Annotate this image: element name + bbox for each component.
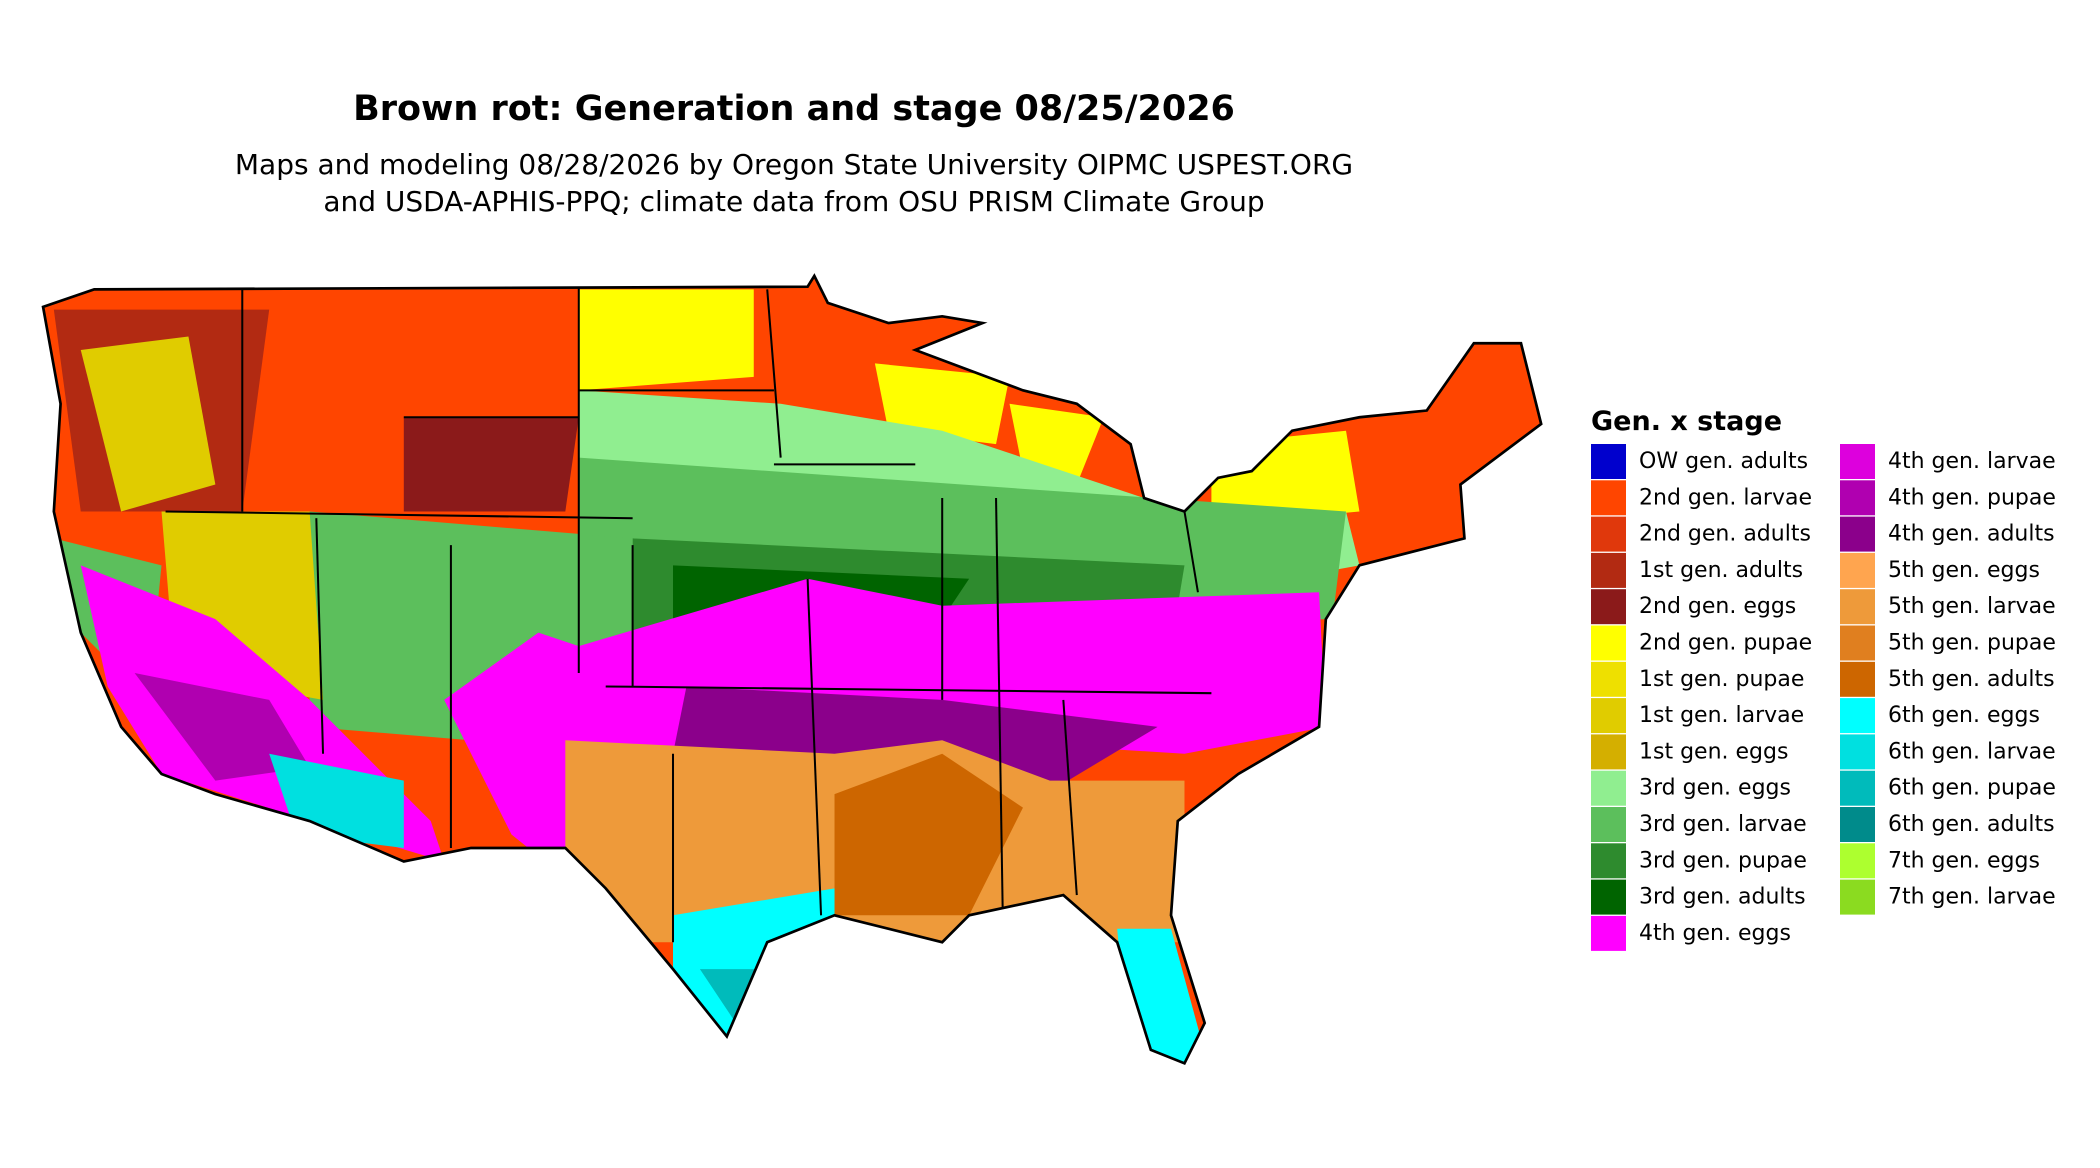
legend-swatch xyxy=(1840,807,1875,842)
legend-swatch xyxy=(1840,589,1875,625)
state-border xyxy=(605,685,1212,695)
legend-swatch xyxy=(1840,625,1875,661)
map-region xyxy=(578,289,754,391)
legend-swatch xyxy=(1591,770,1626,806)
state-border xyxy=(1183,511,1199,593)
legend-label: 2nd gen. larvae xyxy=(1639,485,1812,510)
legend-swatch xyxy=(1840,698,1875,734)
legend-label: 3rd gen. adults xyxy=(1639,885,1806,910)
legend-label: 1st gen. pupae xyxy=(1639,667,1804,692)
legend-label: 6th gen. larvae xyxy=(1888,739,2056,764)
state-border xyxy=(766,289,782,458)
us-map xyxy=(41,274,1543,1065)
legend-swatch xyxy=(1591,516,1626,552)
legend-swatch xyxy=(1591,843,1626,879)
legend-swatch xyxy=(1591,552,1626,588)
legend-label: 5th gen. adults xyxy=(1888,667,2055,692)
legend-swatch xyxy=(1591,625,1626,661)
legend-label: OW gen. adults xyxy=(1639,449,1808,474)
map-region xyxy=(403,417,579,512)
map-regions xyxy=(43,275,1542,1064)
legend-swatch xyxy=(1591,444,1626,479)
legend-swatch xyxy=(1840,843,1875,879)
legend-label: 1st gen. larvae xyxy=(1639,703,1804,728)
legend-label: 2nd gen. adults xyxy=(1639,522,1811,547)
map-region xyxy=(834,753,1023,916)
legend-label: 7th gen. eggs xyxy=(1888,848,2040,873)
legend-swatch xyxy=(1591,480,1626,516)
map-region xyxy=(874,363,1010,445)
legend-label: 4th gen. eggs xyxy=(1639,921,1791,946)
legend-swatch xyxy=(1591,589,1626,625)
legend-label: 3rd gen. pupae xyxy=(1639,848,1807,873)
legend-swatch xyxy=(1840,480,1875,516)
legend-title: Gen. x stage xyxy=(1591,406,1782,437)
legend-label: 4th gen. adults xyxy=(1888,522,2055,547)
subtitle: and USDA-APHIS-PPQ; climate data from OS… xyxy=(323,185,1264,218)
state-border xyxy=(315,518,325,754)
legend-swatch xyxy=(1591,879,1626,915)
legend-label: 6th gen. adults xyxy=(1888,812,2055,837)
legend-label: 4th gen. larvae xyxy=(1888,449,2056,474)
legend: OW gen. adults 2nd gen. larvae 2nd gen. ad… xyxy=(1591,444,2056,951)
legend-label: 6th gen. eggs xyxy=(1888,703,2040,728)
legend-swatch xyxy=(1840,879,1875,915)
legend-swatch xyxy=(1840,552,1875,588)
legend-label: 2nd gen. pupae xyxy=(1639,631,1812,656)
legend-label: 3rd gen. larvae xyxy=(1639,812,1807,837)
legend-label: 4th gen. pupae xyxy=(1888,485,2056,510)
legend-label: 2nd gen. eggs xyxy=(1639,594,1796,619)
state-border xyxy=(995,498,1004,916)
legend-label: 6th gen. pupae xyxy=(1888,776,2056,801)
legend-swatch xyxy=(1840,770,1875,806)
map-title: Brown rot: Generation and stage 08/25/20… xyxy=(353,89,1235,129)
state-border xyxy=(165,510,633,520)
legend-swatch xyxy=(1591,807,1626,842)
legend-swatch xyxy=(1840,444,1875,479)
legend-swatch xyxy=(1840,516,1875,552)
map-region xyxy=(672,888,835,1064)
legend-swatch xyxy=(1591,698,1626,734)
state-border xyxy=(1062,699,1078,896)
legend-label: 5th gen. larvae xyxy=(1888,594,2056,619)
legend-swatch xyxy=(1840,734,1875,770)
subtitle: Maps and modeling 08/28/2026 by Oregon S… xyxy=(235,148,1353,181)
legend-swatch xyxy=(1840,661,1875,697)
legend-label: 7th gen. larvae xyxy=(1888,885,2056,910)
map-region xyxy=(134,673,310,781)
legend-label: 1st gen. eggs xyxy=(1639,739,1788,764)
legend-label: 5th gen. eggs xyxy=(1888,558,2040,583)
map-region xyxy=(80,336,216,512)
legend-label: 5th gen. pupae xyxy=(1888,631,2056,656)
legend-swatch xyxy=(1591,661,1626,697)
legend-label: 1st gen. adults xyxy=(1639,558,1803,583)
legend-swatch xyxy=(1591,734,1626,770)
state-border xyxy=(806,578,823,916)
legend-label: 3rd gen. eggs xyxy=(1639,776,1791,801)
legend-swatch xyxy=(1591,915,1626,951)
